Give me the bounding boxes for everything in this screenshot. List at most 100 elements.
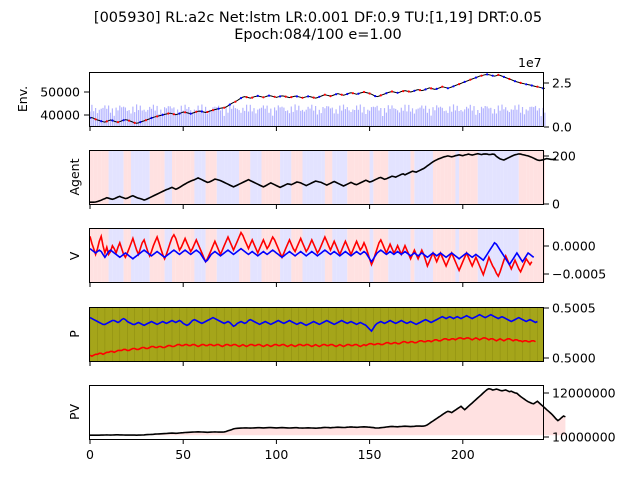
action-band <box>90 229 94 282</box>
volume-bar <box>493 109 496 126</box>
volume-bar <box>324 108 326 126</box>
trade-marker <box>362 90 366 94</box>
volume-bar <box>479 113 481 126</box>
volume-bar <box>178 114 181 126</box>
action-band <box>276 229 281 282</box>
action-band <box>239 229 243 282</box>
value-ytick-right-1: −0.0005 <box>552 267 606 282</box>
volume-bar <box>395 108 397 126</box>
volume-bar <box>452 104 455 126</box>
action-band <box>384 229 389 282</box>
volume-bar <box>320 113 322 126</box>
volume-bar <box>432 107 434 126</box>
trade-marker <box>234 100 237 103</box>
action-band <box>250 229 255 282</box>
trade-marker <box>273 95 276 98</box>
action-band <box>108 151 113 204</box>
action-band <box>488 229 493 282</box>
volume-bar <box>410 111 412 126</box>
volume-bar <box>335 109 337 126</box>
trade-marker <box>318 95 321 98</box>
trade-marker <box>497 73 500 76</box>
action-band <box>503 151 508 204</box>
volume-bar <box>281 106 283 126</box>
volume-bar <box>264 108 266 126</box>
volume-bar <box>531 106 533 126</box>
volume-bar <box>417 108 419 126</box>
volume-bar <box>132 106 134 126</box>
volume-bar <box>484 106 486 126</box>
action-band <box>414 151 419 204</box>
volume-bar <box>283 107 285 126</box>
volume-bar <box>257 109 259 126</box>
volume-bar <box>292 111 294 126</box>
action-band <box>477 151 482 204</box>
volume-bar <box>272 115 274 126</box>
volume-bar <box>169 106 171 126</box>
action-band <box>384 151 389 204</box>
volume-bar <box>342 104 345 126</box>
trade-marker <box>379 94 382 97</box>
action-band <box>406 151 411 204</box>
trade-marker <box>256 94 259 97</box>
trade-marker <box>390 90 394 93</box>
volume-bar <box>439 106 442 126</box>
volume-bar <box>186 108 188 126</box>
action-band <box>496 151 501 204</box>
action-band <box>332 151 337 204</box>
action-band <box>447 151 452 204</box>
trade-marker <box>513 80 517 83</box>
volume-bar <box>160 109 162 126</box>
volume-bar <box>471 110 473 126</box>
policy-ylabel: P <box>67 330 82 338</box>
action-band <box>160 151 165 204</box>
action-band <box>306 229 310 282</box>
volume-bar <box>136 104 138 126</box>
volume-bar <box>382 116 384 126</box>
action-band <box>235 229 240 282</box>
action-band <box>518 229 523 282</box>
value-axes-frame <box>89 228 544 283</box>
volume-bar <box>393 108 395 126</box>
volume-bar <box>436 105 438 126</box>
volume-bar <box>229 105 231 126</box>
action-band <box>455 151 460 204</box>
action-band <box>186 229 191 282</box>
action-band <box>362 151 366 204</box>
volume-bar <box>216 107 218 126</box>
volume-bar <box>311 104 313 126</box>
agent-ytick-right-1: 200 <box>552 149 576 164</box>
action-band <box>373 151 378 204</box>
action-band <box>112 229 117 282</box>
volume-bar <box>430 115 432 126</box>
action-band <box>198 229 202 282</box>
trade-marker <box>122 119 125 122</box>
action-band <box>138 229 143 282</box>
trade-marker <box>368 92 371 95</box>
trade-marker <box>144 119 147 122</box>
trade-marker <box>340 93 343 96</box>
volume-bar <box>301 109 304 126</box>
action-band <box>205 151 210 204</box>
action-band <box>496 229 501 282</box>
action-band <box>168 229 173 282</box>
trade-marker <box>312 96 315 99</box>
volume-bar <box>205 106 207 126</box>
volume-bar <box>177 109 179 126</box>
volume-bar <box>199 110 201 126</box>
trade-marker <box>323 93 326 96</box>
trade-marker <box>100 120 103 123</box>
volume-bar <box>126 110 128 126</box>
pv-ytick-right-0: 12000000 <box>552 386 616 401</box>
volume-bar <box>501 104 503 126</box>
action-band <box>254 229 258 282</box>
volume-bar <box>443 111 445 126</box>
x-tick-label: 150 <box>358 447 382 462</box>
volume-bar <box>434 110 436 126</box>
volume-bar <box>495 113 497 126</box>
action-band <box>399 151 404 204</box>
policy-line-buy <box>89 337 536 358</box>
volume-bar <box>512 109 514 126</box>
action-band <box>228 151 232 204</box>
